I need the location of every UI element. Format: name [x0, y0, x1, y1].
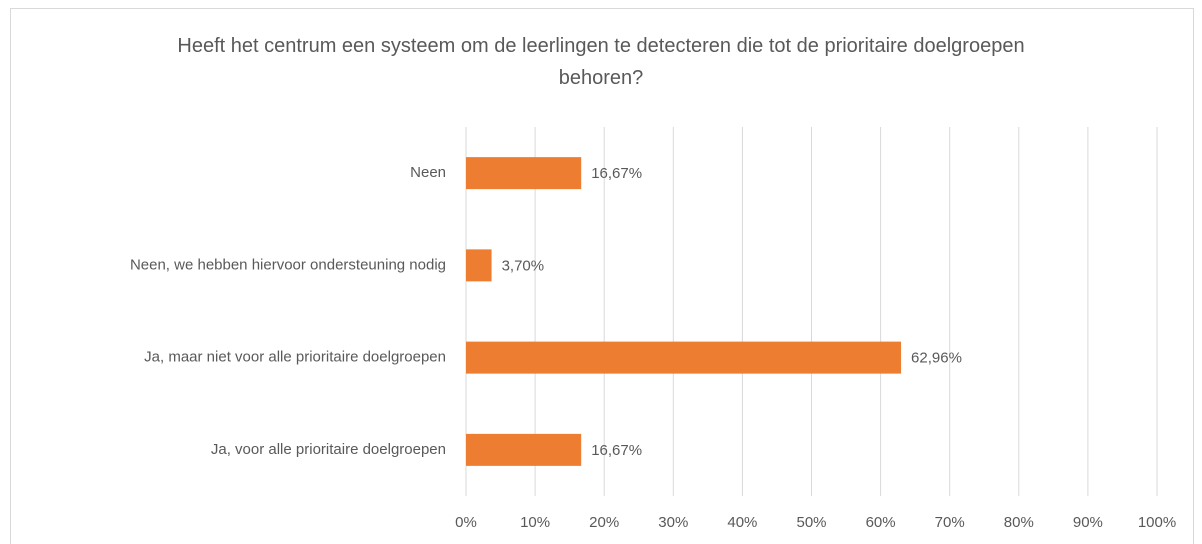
x-tick-label: 100% — [1138, 514, 1176, 531]
y-tick-label: Ja, voor alle prioritaire doelgroepen — [211, 441, 446, 458]
bar — [466, 433, 582, 466]
bar — [466, 341, 902, 374]
data-label: 16,67% — [591, 165, 642, 182]
data-label: 62,96% — [911, 350, 962, 367]
chart-title: Heeft het centrum een systeem om de leer… — [177, 35, 1025, 89]
x-tick-label: 0% — [455, 514, 477, 531]
x-tick-label: 20% — [589, 514, 619, 531]
chart-frame — [10, 8, 1194, 544]
x-tick-label: 60% — [866, 514, 896, 531]
x-tick-label: 80% — [1004, 514, 1034, 531]
x-tick-label: 50% — [796, 514, 826, 531]
data-label: 16,67% — [591, 442, 642, 459]
bar — [466, 249, 492, 282]
bar — [466, 157, 582, 190]
x-tick-label: 90% — [1073, 514, 1103, 531]
x-tick-label: 10% — [520, 514, 550, 531]
y-tick-label: Neen, we hebben hiervoor ondersteuning n… — [130, 256, 446, 273]
x-tick-label: 70% — [935, 514, 965, 531]
y-tick-label: Neen — [410, 164, 446, 181]
x-tick-label: 30% — [658, 514, 688, 531]
data-label: 3,70% — [502, 257, 545, 274]
x-tick-label: 40% — [727, 514, 757, 531]
y-tick-label: Ja, maar niet voor alle prioritaire doel… — [144, 349, 446, 366]
